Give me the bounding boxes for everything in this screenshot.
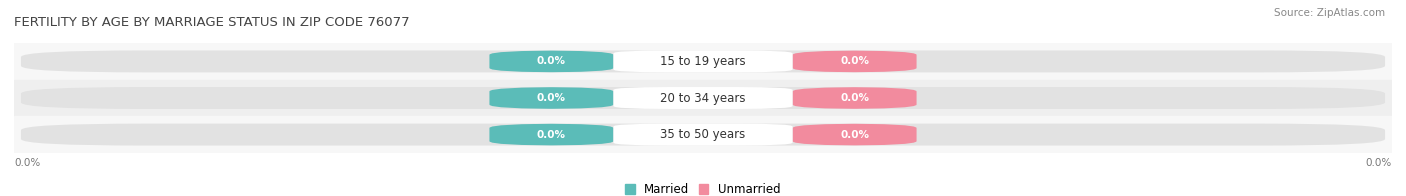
Bar <box>14 116 1392 153</box>
FancyBboxPatch shape <box>613 124 793 146</box>
Text: 15 to 19 years: 15 to 19 years <box>661 55 745 68</box>
Text: 20 to 34 years: 20 to 34 years <box>661 92 745 104</box>
FancyBboxPatch shape <box>793 124 917 146</box>
Text: 0.0%: 0.0% <box>839 56 869 66</box>
Text: 0.0%: 0.0% <box>839 93 869 103</box>
Text: 35 to 50 years: 35 to 50 years <box>661 128 745 141</box>
FancyBboxPatch shape <box>489 50 613 72</box>
FancyBboxPatch shape <box>613 87 793 109</box>
Text: 0.0%: 0.0% <box>1365 158 1392 168</box>
FancyBboxPatch shape <box>489 124 613 146</box>
FancyBboxPatch shape <box>21 87 1385 109</box>
Text: 0.0%: 0.0% <box>537 56 567 66</box>
Text: 0.0%: 0.0% <box>14 158 41 168</box>
Text: Source: ZipAtlas.com: Source: ZipAtlas.com <box>1274 8 1385 18</box>
FancyBboxPatch shape <box>793 87 917 109</box>
FancyBboxPatch shape <box>613 50 793 72</box>
FancyBboxPatch shape <box>21 50 1385 72</box>
FancyBboxPatch shape <box>793 50 917 72</box>
FancyBboxPatch shape <box>21 124 1385 146</box>
Text: 0.0%: 0.0% <box>537 93 567 103</box>
Legend: Married, Unmarried: Married, Unmarried <box>620 179 786 196</box>
Text: 0.0%: 0.0% <box>839 130 869 140</box>
Bar <box>14 80 1392 116</box>
FancyBboxPatch shape <box>489 87 613 109</box>
Text: FERTILITY BY AGE BY MARRIAGE STATUS IN ZIP CODE 76077: FERTILITY BY AGE BY MARRIAGE STATUS IN Z… <box>14 16 409 29</box>
Text: 0.0%: 0.0% <box>537 130 567 140</box>
Bar <box>14 43 1392 80</box>
